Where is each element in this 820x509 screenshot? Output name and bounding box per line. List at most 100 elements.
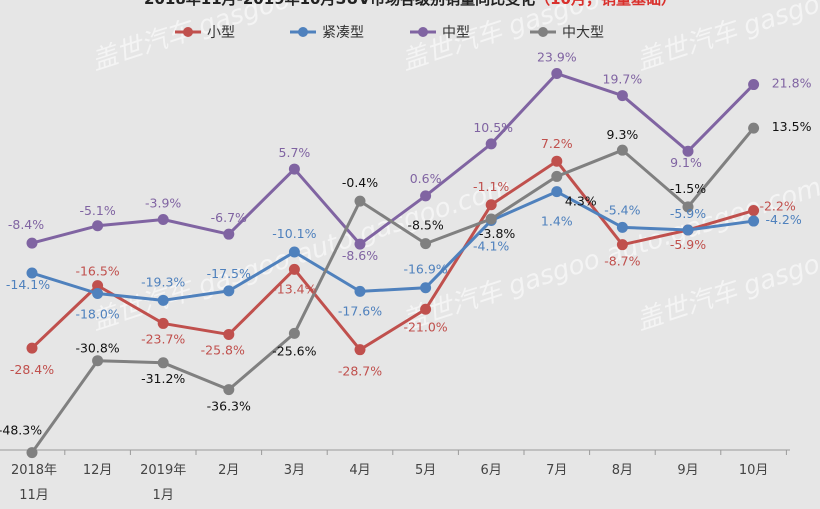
data-point-large [420,238,432,250]
x-tick-label: 2018年 [11,463,57,478]
data-point-compact [551,186,563,198]
data-point-large [288,327,300,339]
x-tick-label: 5月 [415,463,436,478]
data-label-compact: -4.1% [473,239,509,254]
data-point-large [748,122,760,134]
data-point-small [26,342,38,354]
legend-marker-3 [418,27,428,37]
x-tick-label: 6月 [481,463,502,478]
data-point-small [616,239,628,251]
data-label-small: -8.7% [604,254,640,269]
x-tick-label: 11月 [19,488,49,503]
data-label-large: -0.4% [342,175,378,190]
data-label-small: -2.2% [759,199,795,214]
data-point-compact [616,221,628,233]
data-label-midsize: 5.7% [279,145,311,160]
data-point-small [354,344,366,356]
data-label-midsize: 21.8% [772,76,812,91]
data-label-midsize: -5.1% [79,203,115,218]
chart-title-note: （10月，销量基础） [535,0,676,8]
data-point-compact [354,285,366,297]
data-label-compact: -5.9% [670,206,706,221]
x-tick-label: 10月 [739,463,769,478]
data-point-large [223,384,235,396]
data-label-midsize: -3.9% [145,195,181,210]
data-label-midsize: 19.7% [603,72,643,87]
legend-marker-2 [298,27,308,37]
data-point-compact [748,215,760,227]
data-point-large [354,195,366,207]
data-label-small: -21.0% [403,319,447,334]
x-tick-label: 3月 [284,463,305,478]
data-label-large: 4.3% [565,193,597,208]
data-point-small [223,328,235,340]
data-point-compact [92,288,104,299]
data-point-large [157,357,169,369]
data-point-midsize [223,228,235,240]
x-tick-label: 9月 [677,463,698,478]
data-label-compact: -16.9% [403,262,447,277]
data-label-compact: -17.5% [207,266,251,281]
x-axis-ticks: 2018年 11月 12月 2019年 1月 2月 3月 4月 5月 6月 7月 8月 9月 10月 [11,450,787,503]
data-point-midsize [616,90,628,102]
data-point-small [748,205,760,217]
legend-marker-1 [183,27,193,37]
data-point-small [551,155,563,167]
data-point-midsize [748,79,760,91]
data-label-midsize: 23.9% [537,50,577,65]
data-label-large: -31.2% [141,371,185,386]
x-tick-label: 1月 [153,488,174,503]
data-label-small: -25.8% [201,342,245,357]
data-point-midsize [420,190,432,202]
data-point-compact [420,282,432,294]
data-point-midsize [354,238,366,250]
data-labels-layer: -28.4% -16.5% -23.7% -25.8% -13.4% -28.7% -21.… [0,50,812,438]
x-tick-label: 4月 [349,463,370,478]
data-label-large: -1.5% [670,181,706,196]
legend: 小型 紧凑型 中型 中大型 [175,24,604,41]
legend-label-3: 中型 [442,25,470,41]
data-label-small: 7.2% [541,136,573,151]
data-point-small [157,317,169,329]
data-point-midsize [92,220,104,232]
x-tick-label: 2月 [218,463,239,478]
data-label-small: -23.7% [141,331,185,346]
data-point-compact [223,285,235,297]
legend-label-1: 小型 [207,25,235,41]
data-point-midsize [551,68,563,80]
data-point-large [616,144,628,156]
data-point-compact [682,224,694,236]
data-label-small: -28.4% [10,362,54,377]
x-tick-label: 2019年 [140,463,186,478]
data-label-large: 13.5% [772,119,812,134]
data-label-compact: -4.2% [765,212,801,227]
data-label-midsize: -8.6% [342,248,378,263]
legend-label-4: 中大型 [562,25,604,41]
series-line-small [30,159,755,352]
data-point-midsize [485,138,497,150]
data-point-large [26,447,38,459]
data-label-small: -5.9% [670,237,706,252]
data-point-midsize [288,163,300,175]
data-label-compact: -5.4% [604,202,640,217]
data-label-large: -3.8% [479,226,515,241]
data-label-midsize: 10.5% [473,120,513,135]
data-label-large: -48.3% [0,423,42,438]
data-point-small [485,199,497,211]
data-label-large: -30.8% [75,341,119,356]
data-point-small [420,303,432,315]
data-point-compact [288,246,300,258]
data-label-compact: -19.3% [141,274,185,289]
data-label-small: -28.7% [338,364,382,379]
data-label-small: -13.4% [272,281,316,296]
legend-label-2: 紧凑型 [322,24,364,41]
data-label-midsize: 9.1% [670,155,702,170]
data-point-small [288,263,300,275]
data-label-large: -25.6% [272,343,316,358]
data-point-midsize [157,213,169,225]
data-point-large [485,213,497,225]
series-line-compact [31,190,754,302]
data-point-compact [157,294,169,306]
